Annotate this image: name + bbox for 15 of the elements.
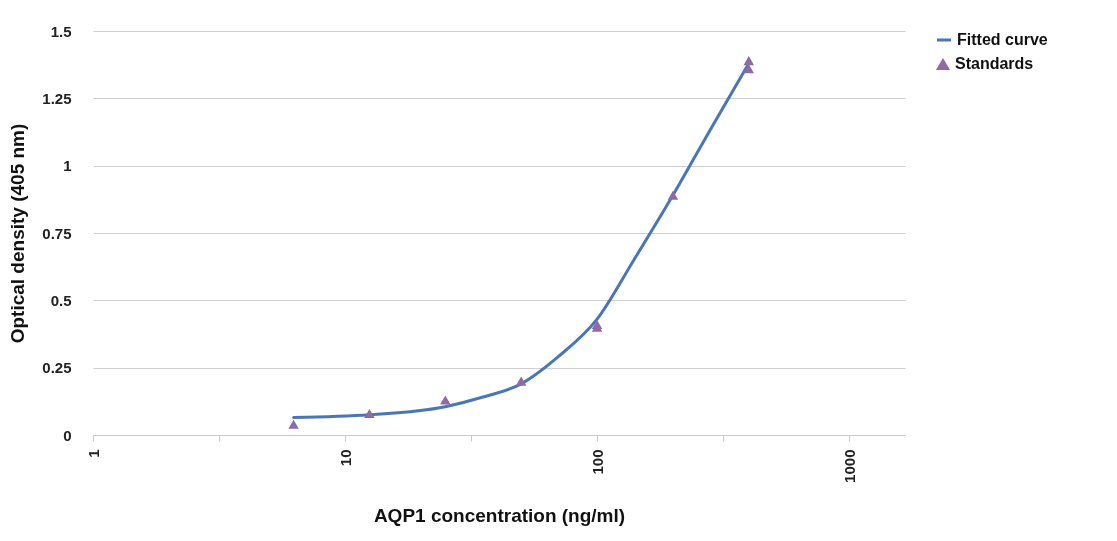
x-tick-label: 10 [336,449,354,467]
y-tick-label: 1.5 [50,22,72,40]
y-tick-label: 0.5 [50,291,72,309]
y-tick-label: 0.25 [42,359,72,377]
y-tick-label: 0 [63,426,72,444]
x-tick-label: 100 [588,449,606,475]
legend-label: Standards [955,55,1034,72]
x-axis-title: AQP1 concentration (ng/ml) [373,504,626,526]
x-tick-label: 1 [84,449,102,458]
legend-label: Fitted curve [957,31,1048,48]
y-axis-title: Optical density (405 nm) [7,123,29,344]
y-tick-label: 0.75 [42,224,72,242]
x-tick-label: 1000 [840,449,858,483]
y-tick-label: 1 [63,157,72,175]
y-tick-label: 1.25 [42,89,72,107]
